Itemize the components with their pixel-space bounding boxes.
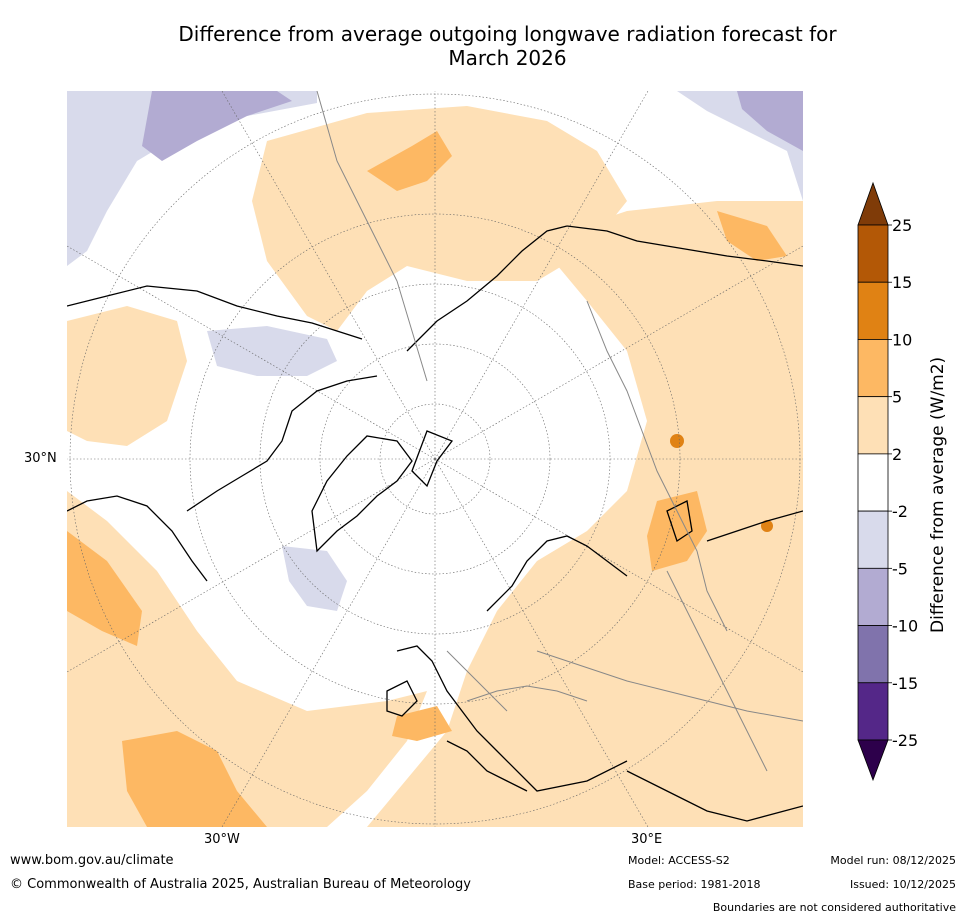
anomaly-region-south-pacific-moderate-positive xyxy=(122,731,267,827)
colorbar-ticks: 25 15 10 5 2 -2 -5 -10 -15 -25 xyxy=(888,216,918,750)
anomaly-region-asia-strong-positive xyxy=(670,434,684,448)
colorbar-bin xyxy=(857,625,889,684)
footer-issued: Issued: 10/12/2025 xyxy=(849,878,956,891)
title-line-2: March 2026 xyxy=(448,46,567,70)
colorbar-title: Difference from average (W/m2) xyxy=(928,356,948,633)
coastlines xyxy=(67,225,803,822)
map-title: Difference from average outgoing longwav… xyxy=(90,22,925,70)
anomaly-region-northeast-strong-negative xyxy=(737,91,803,151)
lon-label-30e: 30°E xyxy=(631,832,663,847)
colorbar-bin xyxy=(857,339,889,398)
anomaly-region-siberia-moderate-positive xyxy=(717,211,787,261)
anomaly-region-arctic-positive xyxy=(252,106,627,331)
colorbar-tick-label: -25 xyxy=(892,731,918,750)
anomaly-region-pacific-strong-negative xyxy=(142,91,292,161)
footer-model-run: Model run: 08/12/2025 xyxy=(830,854,956,867)
anomaly-region-canada-negative xyxy=(207,326,337,376)
colorbar-tick-label: 2 xyxy=(892,445,902,464)
colorbar: 25 15 10 5 2 -2 -5 -10 -15 -25 xyxy=(857,181,918,782)
colorbar-bin xyxy=(857,682,889,741)
colorbar-under-triangle xyxy=(857,739,889,782)
graticule xyxy=(67,91,803,827)
colorbar-tick-label: -15 xyxy=(892,674,918,693)
colorbar-bin xyxy=(857,453,889,512)
anomaly-region-arctic-moderate-positive xyxy=(367,131,452,191)
anomaly-region-northamerica-positive xyxy=(67,306,187,446)
anomaly-region-mediterranean-moderate-positive xyxy=(392,706,452,741)
country-boundaries xyxy=(316,91,803,772)
anomaly-region-pacific-moderate-positive xyxy=(67,531,142,646)
lat-label-30n: 30°N xyxy=(24,451,57,466)
colorbar-bins xyxy=(857,224,889,741)
anomaly-map xyxy=(67,91,803,827)
anomaly-region-eurasia-positive xyxy=(367,201,803,827)
colorbar-tick-label: -10 xyxy=(892,617,918,636)
footer-model: Model: ACCESS-S2 xyxy=(628,854,730,867)
anomaly-region-central-asia-moderate-positive xyxy=(647,491,707,571)
anomaly-region-pacific-negative xyxy=(67,91,317,266)
colorbar-tick-label: 15 xyxy=(892,273,912,292)
anomaly-region-caspian-strong-positive xyxy=(761,520,773,532)
footer-copyright: © Commonwealth of Australia 2025, Austra… xyxy=(10,877,471,892)
colorbar-bin xyxy=(857,224,889,283)
title-line-1: Difference from average outgoing longwav… xyxy=(178,22,837,46)
colorbar-over-triangle xyxy=(857,181,889,226)
colorbar-tick-label: 10 xyxy=(892,330,912,349)
colorbar-tick-label: 5 xyxy=(892,388,902,407)
footer-disclaimer: Boundaries are not considered authoritat… xyxy=(712,901,956,914)
colorbar-bin xyxy=(857,510,889,569)
colorbar-bin xyxy=(857,567,889,626)
colorbar-tick-label: -2 xyxy=(892,502,908,521)
lon-label-30w: 30°W xyxy=(204,832,240,847)
colorbar-bin xyxy=(857,396,889,455)
footer-website-link[interactable]: www.bom.gov.au/climate xyxy=(10,853,174,868)
anomaly-region-atlantic-negative xyxy=(282,546,347,611)
footer-base-period: Base period: 1981-2018 xyxy=(628,878,761,891)
colorbar-tick-label: 25 xyxy=(892,216,912,235)
colorbar-tick-label: -5 xyxy=(892,559,908,578)
colorbar-bin xyxy=(857,281,889,340)
